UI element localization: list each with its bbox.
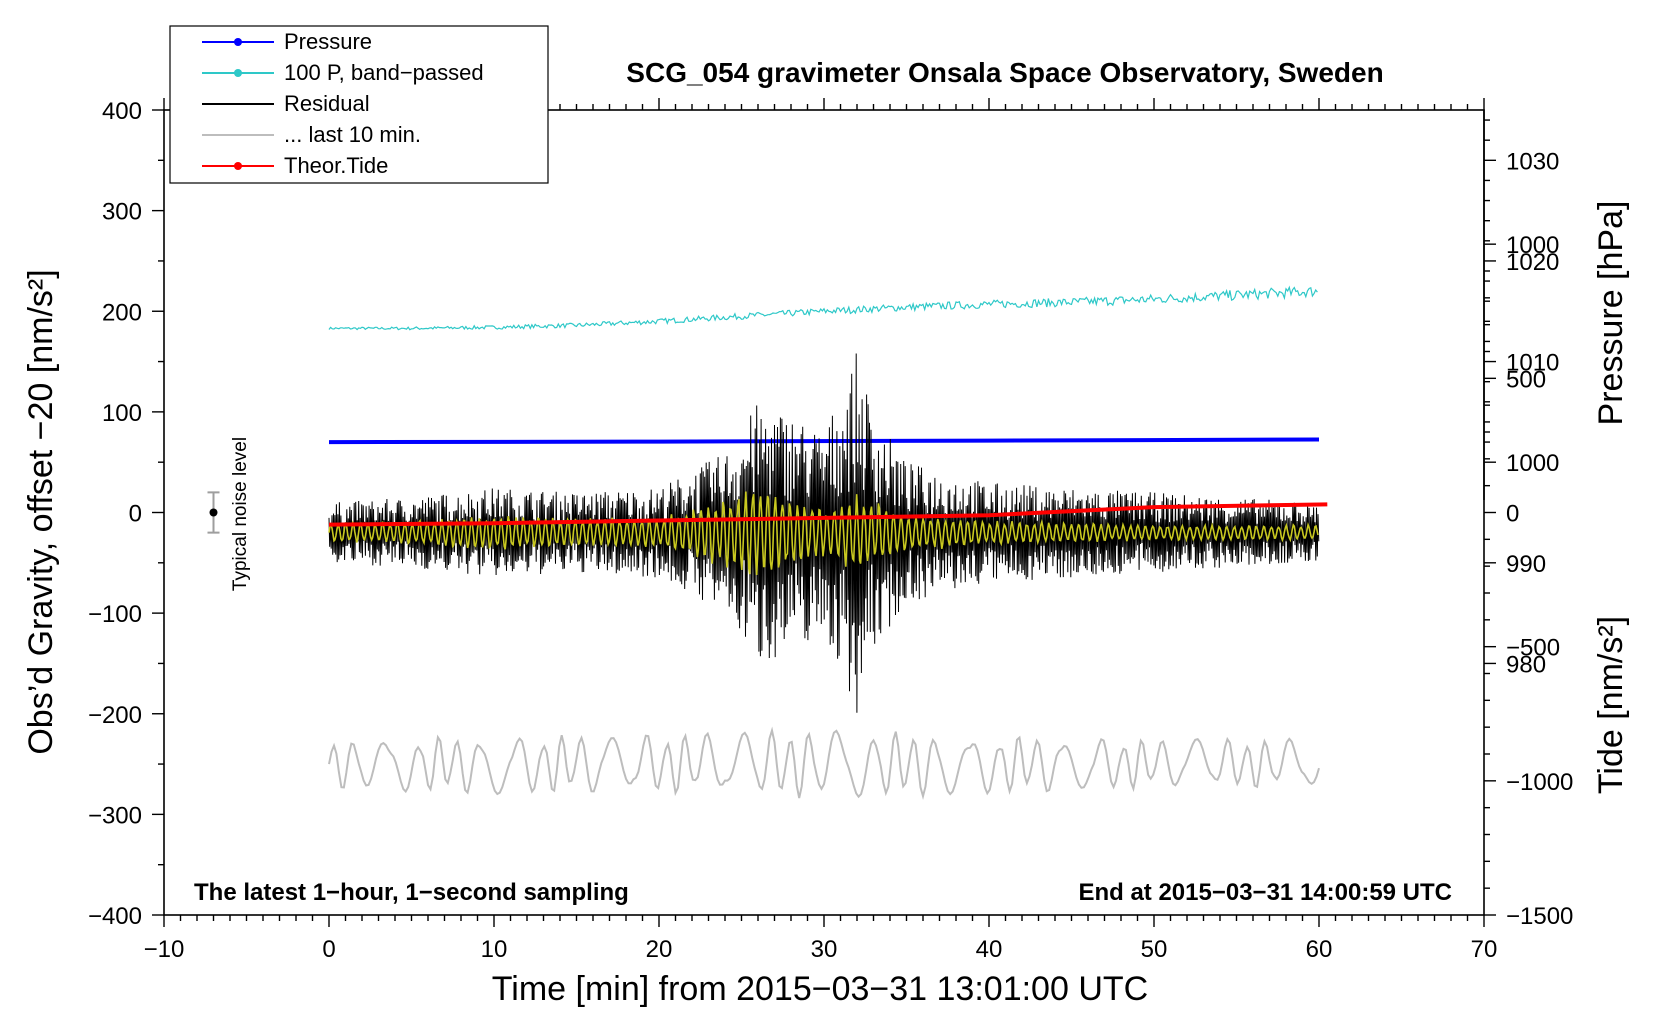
- x-axis-label: Time [min] from 2015−03−31 13:01:00 UTC: [492, 970, 1148, 1008]
- pressure-tick-label: 1020: [1506, 249, 1559, 276]
- x-tick-label: −10: [144, 936, 185, 963]
- series-residual-filtered-line: [328, 491, 1319, 576]
- legend-label: ... last 10 min.: [284, 122, 421, 147]
- legend-label: Theor.Tide: [284, 153, 388, 178]
- y-tick-label: −400: [88, 903, 142, 930]
- y-tick-label: −200: [88, 702, 142, 729]
- x-tick-label: 10: [481, 936, 508, 963]
- x-tick-label: 0: [322, 936, 335, 963]
- legend-label: Pressure: [284, 29, 372, 54]
- y-axis-label-left: Obs’d Gravity, offset −20 [nm/s²]: [22, 269, 60, 754]
- legend-items: Pressure 100 P, band−passed Residual ... la…: [202, 29, 484, 178]
- noise-level-errorbar: [207, 491, 220, 534]
- y-tick-label: −100: [88, 601, 142, 628]
- footer-right: End at 2015−03−31 14:00:59 UTC: [1078, 879, 1452, 906]
- pressure-tick-label: 1030: [1506, 148, 1559, 175]
- plot-series: [328, 285, 1328, 801]
- x-tick-label: 50: [1141, 936, 1168, 963]
- legend-label: 100 P, band−passed: [284, 60, 484, 85]
- pressure-tick-label: 980: [1506, 651, 1546, 678]
- chart-title: SCG_054 gravimeter Onsala Space Observat…: [626, 57, 1383, 88]
- y-axis-ticks: −400 −300 −200 −100 0 100 200 300 400: [88, 98, 164, 930]
- tide-axis-ticks: −1500 −1000 −500 0 500 1000: [1484, 232, 1573, 930]
- x-tick-label: 40: [976, 936, 1003, 963]
- footer-left: The latest 1−hour, 1−second sampling: [194, 879, 629, 906]
- y-axis-label-pressure: Pressure [hPa]: [1592, 201, 1630, 426]
- series-last-10-min-line: [328, 726, 1320, 801]
- tide-tick-label: −1000: [1506, 769, 1573, 796]
- legend-marker: [234, 38, 242, 46]
- y-tick-label: −300: [88, 802, 142, 829]
- y-tick-label: 100: [102, 400, 142, 427]
- x-tick-label: 60: [1306, 936, 1333, 963]
- tide-tick-label: −500: [1506, 635, 1560, 662]
- series-theor-tide-line: [328, 502, 1328, 527]
- x-axis-ticks: −10 0 10 20 30 40 50 60 70: [144, 98, 1498, 963]
- noise-bar-point: [209, 508, 218, 517]
- series-band-passed-line: [328, 285, 1318, 331]
- y-tick-label: 400: [102, 98, 142, 125]
- legend-marker: [234, 162, 242, 170]
- x-tick-label: 30: [811, 936, 838, 963]
- tide-tick-label: 0: [1506, 501, 1519, 528]
- y-tick-label: 300: [102, 199, 142, 226]
- pressure-axis-ticks: 980 990 1000 1010 1020 1030: [1484, 119, 1559, 678]
- series-pressure-line: [328, 437, 1320, 445]
- noise-level-label: Typical noise level: [230, 437, 251, 591]
- legend-marker: [234, 69, 242, 77]
- y-tick-label: 200: [102, 299, 142, 326]
- x-tick-label: 70: [1471, 936, 1498, 963]
- pressure-tick-label: 990: [1506, 551, 1546, 578]
- x-tick-label: 20: [646, 936, 673, 963]
- y-axis-label-tide: Tide [nm/s²]: [1592, 616, 1630, 794]
- tide-tick-label: 1000: [1506, 232, 1559, 259]
- tide-tick-label: −1500: [1506, 903, 1573, 930]
- tide-tick-label: 500: [1506, 366, 1546, 393]
- pressure-tick-label: 1010: [1506, 350, 1559, 377]
- y-tick-label: 0: [129, 501, 142, 528]
- pressure-tick-label: 1000: [1506, 450, 1559, 477]
- legend-label: Residual: [284, 91, 370, 116]
- legend: Pressure 100 P, band−passed Residual ... la…: [169, 25, 549, 184]
